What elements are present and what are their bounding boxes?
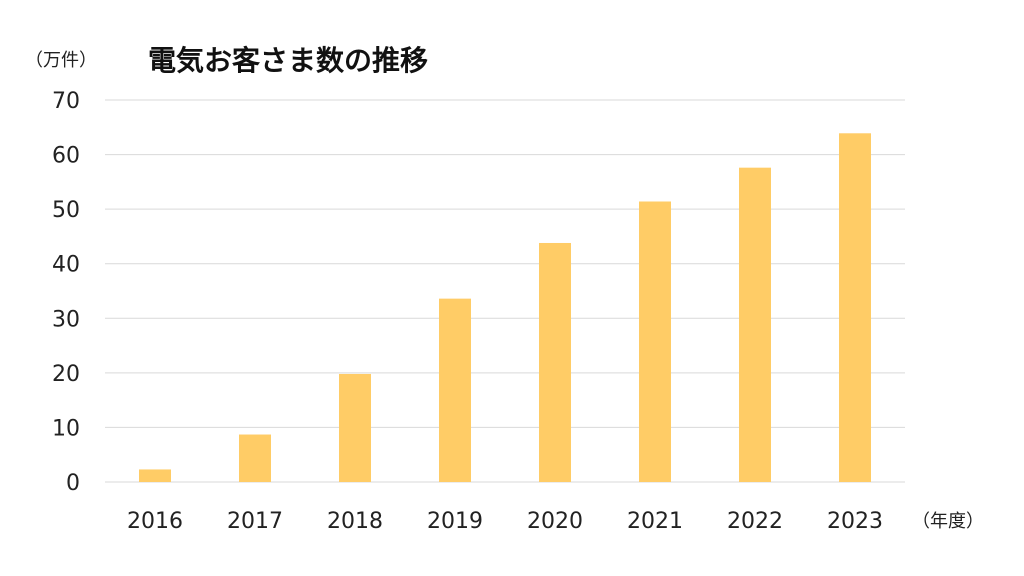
y-tick-label: 0 [66, 471, 80, 496]
bar-2021 [639, 201, 671, 482]
x-tick-label: 2023 [827, 509, 883, 534]
bar-2020 [539, 242, 571, 482]
chart-title: 電気お客さま数の推移 [148, 44, 428, 77]
y-tick-label: 60 [52, 144, 80, 169]
bar-2022 [739, 167, 771, 482]
bar-2016 [139, 469, 171, 482]
bar-2023 [839, 133, 871, 482]
y-tick-label: 70 [52, 89, 80, 114]
y-unit-label: （万件） [25, 50, 97, 71]
bar-2019 [439, 298, 471, 482]
x-tick-label: 2020 [527, 509, 583, 534]
y-tick-label: 50 [52, 198, 80, 223]
x-axis-ticks: 2016 2017 2018 2019 2020 2021 2022 2023 [127, 509, 883, 534]
x-tick-label: 2018 [327, 509, 383, 534]
bars [139, 133, 871, 482]
x-tick-label: 2016 [127, 509, 183, 534]
bar-2017 [239, 434, 271, 482]
x-tick-label: 2017 [227, 509, 283, 534]
x-tick-label: 2021 [627, 509, 683, 534]
y-tick-label: 10 [52, 416, 80, 441]
y-axis-ticks: 0 10 20 30 40 50 60 70 [52, 89, 80, 496]
gridlines [105, 99, 905, 483]
bar-2018 [339, 373, 371, 482]
y-tick-label: 20 [52, 362, 80, 387]
x-tick-label: 2019 [427, 509, 483, 534]
y-tick-label: 40 [52, 253, 80, 278]
x-tick-label: 2022 [727, 509, 783, 534]
x-unit-label: （年度） [912, 511, 984, 532]
y-tick-label: 30 [52, 307, 80, 332]
